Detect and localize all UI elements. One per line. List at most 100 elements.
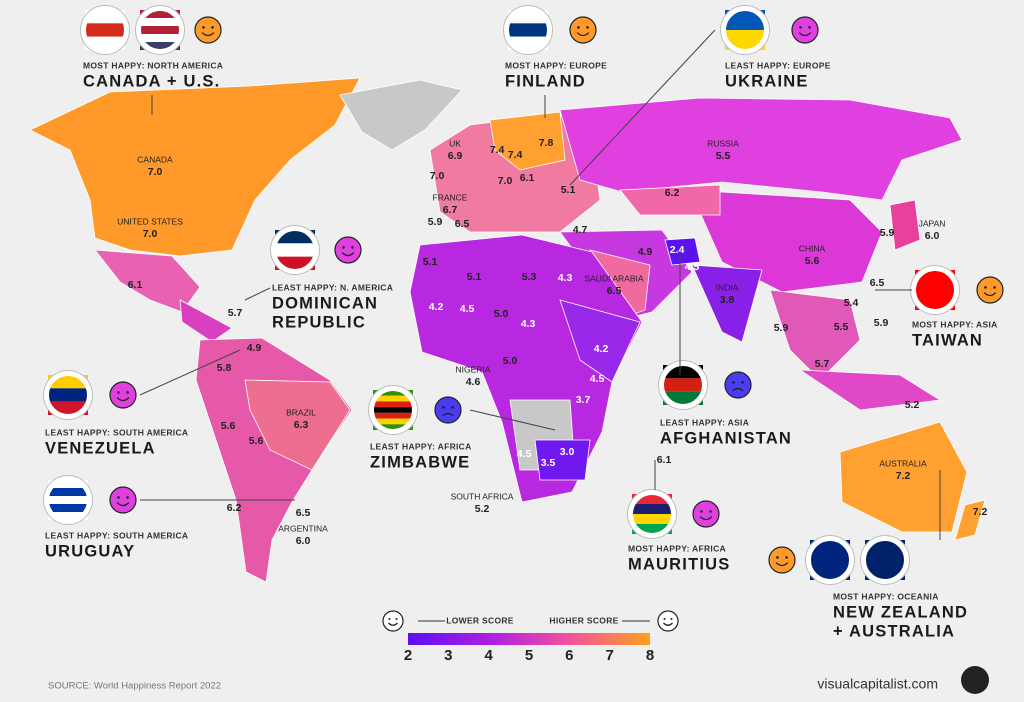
eye — [442, 406, 445, 409]
flag-stripe — [48, 488, 88, 496]
flag-border — [720, 5, 770, 55]
country-score: 4.2 — [429, 301, 444, 313]
eye — [117, 391, 120, 394]
flag — [720, 5, 770, 55]
emoji-face — [791, 16, 819, 44]
legend-lower: LOWER SCORE — [446, 615, 514, 625]
face — [194, 16, 222, 44]
eye — [700, 510, 703, 513]
eye — [351, 246, 354, 249]
country-score: 5.1 — [467, 271, 482, 283]
callout-tag: LEAST HAPPY: SOUTH AMERICA — [45, 530, 188, 540]
country-score: 6.5 — [607, 285, 622, 297]
face — [768, 546, 796, 574]
callout-tag: MOST HAPPY: EUROPE — [505, 60, 607, 70]
mouth — [775, 562, 789, 567]
country-score: 4.5 — [517, 448, 532, 460]
flag-stripe — [373, 412, 413, 419]
callout-tag: MOST HAPPY: ASIA — [912, 319, 998, 329]
flag-stripe — [810, 540, 850, 560]
flag-border — [270, 225, 320, 275]
country-score: 2.4 — [670, 244, 685, 256]
eye — [395, 618, 398, 620]
face — [791, 16, 819, 44]
country-score: 5.1 — [561, 184, 576, 196]
legend-tick-label: 5 — [525, 647, 533, 664]
mouth — [341, 252, 355, 257]
face — [382, 610, 404, 632]
flag — [270, 225, 320, 275]
flag-stripe — [140, 42, 180, 50]
flag-stripe — [373, 424, 413, 430]
eye — [785, 556, 788, 559]
callout-name: REPUBLIC — [272, 313, 366, 331]
emoji-face — [334, 236, 362, 264]
emoji-face — [569, 16, 597, 44]
country-score: 7.0 — [430, 170, 445, 182]
country-score: 6.1 — [520, 172, 535, 184]
brand: visualcapitalist.com — [817, 676, 938, 692]
country-score: 7.8 — [539, 137, 554, 149]
flag-ring — [43, 475, 93, 525]
country-score: 4.9 — [247, 342, 262, 354]
flag-ring — [805, 535, 855, 585]
emoji-face — [194, 16, 222, 44]
flag-ring — [910, 265, 960, 315]
mouth — [388, 622, 398, 626]
eye — [342, 246, 345, 249]
mouth — [732, 387, 744, 392]
country-score: 6.1 — [657, 454, 672, 466]
eye — [670, 618, 673, 620]
flag-stripe — [85, 23, 125, 37]
callout-name: UKRAINE — [725, 72, 809, 90]
country-name: SOUTH AFRICA — [451, 491, 514, 501]
mouth — [442, 412, 454, 417]
country-score: 4.6 — [466, 376, 481, 388]
country-name: AUSTRALIA — [879, 458, 927, 468]
country-score: 3.5 — [541, 457, 556, 469]
flag-stripe — [632, 504, 672, 514]
emoji-face — [109, 486, 137, 514]
leader-line — [469, 409, 556, 431]
country-score: 5.9 — [774, 322, 789, 334]
country-name: FRANCE — [433, 192, 468, 202]
mouth — [798, 32, 812, 37]
flag-border — [135, 5, 185, 55]
country-score: 5.2 — [475, 503, 490, 515]
callout-name: VENEZUELA — [45, 439, 156, 457]
country-score: 4.2 — [594, 343, 609, 355]
country-name: JAPAN — [919, 218, 946, 228]
eye — [741, 381, 744, 384]
country-score: 6.0 — [296, 535, 311, 547]
callout-tag: MOST HAPPY: AFRICA — [628, 543, 726, 553]
flag-stripe — [632, 494, 672, 504]
flag-border — [860, 535, 910, 585]
eye — [586, 26, 589, 29]
country-score: 5.7 — [228, 307, 243, 319]
flag — [805, 535, 855, 585]
country-name: RUSSIA — [707, 138, 739, 148]
country-score: 7.4 — [508, 149, 523, 161]
country-score: 5.0 — [503, 355, 518, 367]
legend-tick-label: 8 — [646, 647, 654, 664]
emoji-face — [692, 500, 720, 528]
flag-border — [627, 489, 677, 539]
callout-name: DOMINICAN — [272, 294, 378, 312]
country-score: 6.1 — [128, 279, 143, 291]
flag-ring — [503, 5, 553, 55]
country-score: 5.6 — [221, 420, 236, 432]
eye — [808, 26, 811, 29]
country-score: 5.5 — [834, 321, 849, 333]
eye — [451, 406, 454, 409]
flag-ring — [135, 5, 185, 55]
flag-border — [368, 385, 418, 435]
country-score: 4.9 — [638, 246, 653, 258]
flag-stripe — [140, 18, 180, 26]
flag-stripe — [140, 34, 180, 42]
flag-stripe — [632, 524, 672, 534]
eye — [984, 286, 987, 289]
mouth — [663, 622, 673, 626]
flag — [658, 360, 708, 410]
callout-name: AFGHANISTAN — [660, 429, 792, 447]
brand-logo — [961, 666, 989, 694]
